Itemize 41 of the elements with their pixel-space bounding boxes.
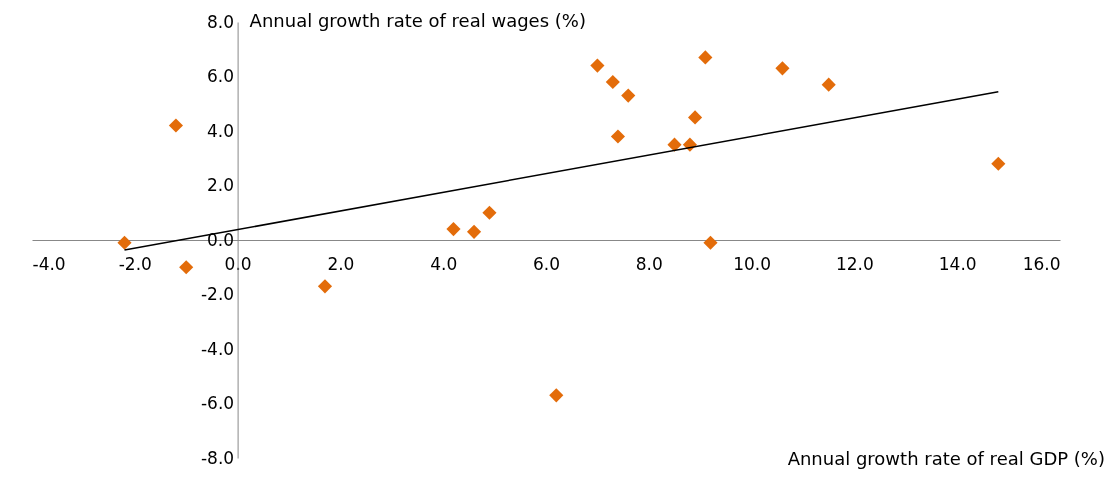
x-tick-label: 0.0 bbox=[224, 253, 252, 274]
y-tick-label: -6.0 bbox=[200, 393, 235, 413]
x-tick-label: 4.0 bbox=[430, 253, 458, 274]
y-axis-title: Annual growth rate of real wages (%) bbox=[249, 10, 586, 31]
point bbox=[610, 129, 626, 144]
x-tick-label: 16.0 bbox=[1022, 253, 1061, 274]
x-tick-label: 2.0 bbox=[327, 253, 355, 274]
point bbox=[466, 224, 482, 239]
y-tick-label: 2.0 bbox=[207, 175, 235, 195]
y-tick-label: 4.0 bbox=[207, 120, 235, 141]
point bbox=[687, 110, 703, 125]
point bbox=[991, 156, 1006, 171]
point bbox=[605, 74, 620, 90]
x-tick-label: 6.0 bbox=[532, 253, 561, 274]
y-tick-label: -4.0 bbox=[200, 338, 235, 359]
point bbox=[482, 205, 497, 220]
y-tick-label: -8.0 bbox=[200, 447, 235, 468]
point bbox=[117, 235, 132, 250]
y-tick-label: 6.0 bbox=[207, 66, 235, 86]
point bbox=[168, 118, 183, 133]
point bbox=[703, 235, 718, 250]
point bbox=[549, 388, 564, 403]
x-tick-label: 10.0 bbox=[733, 253, 772, 274]
point bbox=[446, 222, 461, 237]
y-tick-label: 8.0 bbox=[207, 11, 235, 32]
x-axis-title: Annual growth rate of real GDP (%) bbox=[787, 448, 1105, 469]
point bbox=[317, 279, 333, 294]
point bbox=[821, 77, 836, 92]
point bbox=[775, 61, 790, 76]
y-tick-label: -2.0 bbox=[200, 284, 235, 304]
x-tick-label: 12.0 bbox=[835, 253, 874, 274]
point bbox=[698, 50, 713, 65]
x-tick-label: 14.0 bbox=[938, 253, 977, 274]
y-tick-label: 0.0 bbox=[207, 229, 235, 250]
point bbox=[621, 88, 636, 103]
point bbox=[179, 260, 194, 275]
x-tick-label: -2.0 bbox=[118, 253, 152, 274]
point bbox=[590, 58, 605, 73]
x-tick-label: -4.0 bbox=[32, 253, 66, 274]
point bbox=[667, 137, 682, 152]
x-tick-label: 8.0 bbox=[635, 253, 663, 274]
